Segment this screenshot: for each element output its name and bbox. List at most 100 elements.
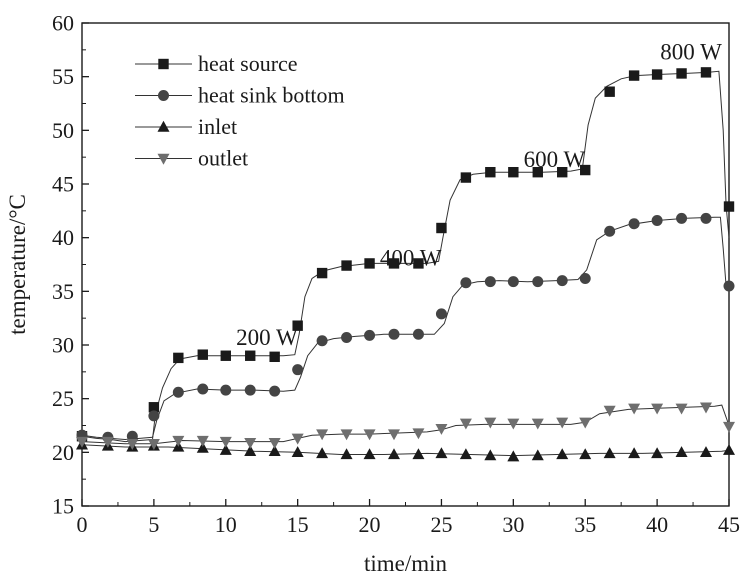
annotation-label: 600 W [524,147,586,172]
outlet-marker [459,418,472,430]
inlet-marker [340,448,353,460]
heat-source-marker [557,166,568,178]
outlet-marker [126,439,139,450]
heat-source-marker [485,166,496,178]
outlet-marker [435,424,448,435]
heat-source-marker [700,67,712,78]
x-tick-label: 5 [148,512,159,537]
outlet-marker [291,433,304,445]
x-tick-label: 20 [359,512,381,537]
heat-source-marker [364,258,375,269]
inlet-marker [699,446,712,458]
inlet-marker [291,446,304,458]
outlet-marker [147,439,160,450]
heat-source-marker [413,258,424,269]
heat-source-marker [292,320,303,331]
outlet-marker [628,403,641,415]
outlet-marker [556,417,569,429]
outlet-marker [579,417,592,429]
outlet-marker [651,403,664,415]
x-tick-label: 30 [502,512,524,537]
heat-sink-bottom-marker [460,277,472,289]
heat-sink-bottom-marker [676,212,688,224]
heat-sink-bottom-marker [723,280,735,292]
y-tick-label: 25 [52,386,74,411]
heat-source-marker [388,258,400,269]
inlet-marker [363,448,376,460]
heat-sink-bottom-marker [507,276,519,288]
legend-heat-source-marker [158,58,169,70]
outlet-marker [316,429,329,441]
heat-sink-bottom-marker [435,308,447,320]
y-tick-label: 45 [52,172,74,197]
series-heat-source [76,67,735,443]
heat-source-marker [508,166,519,178]
heat-sink-bottom-marker [364,329,376,341]
heat-sink-bottom-marker [700,212,712,224]
outlet-marker [723,421,735,433]
inlet-marker [628,447,641,459]
outlet-marker [699,402,712,414]
y-axis-ticks: 15 20 25 30 35 40 45 50 55 60 [52,11,89,519]
heat-sink-bottom-marker [579,272,591,284]
outlet-marker [268,437,281,449]
heat-source-marker [269,351,280,363]
heat-source-marker [197,349,208,360]
power-annotations: 200 W 400 W 600 W 800 W [236,39,722,350]
heat-sink-bottom-marker [532,276,544,288]
heat-source-marker [436,222,447,234]
legend-inlet-marker [157,120,170,132]
outlet-marker [196,435,209,447]
heat-source-marker [532,166,543,178]
heat-source-marker [676,68,687,79]
inlet-marker [675,446,688,458]
inlet-marker [412,448,425,460]
y-tick-label: 50 [52,118,74,143]
inlet-marker [219,443,232,455]
heat-sink-bottom-marker [197,383,209,395]
inlet-marker [316,447,329,459]
heat-source-marker [341,260,352,271]
y-tick-label: 35 [52,279,74,304]
heat-source-marker [220,350,231,361]
heat-source-marker [245,350,256,361]
outlet-marker [675,403,688,415]
inlet-marker [723,443,735,455]
series-layer [76,67,735,462]
inlet-marker [556,448,569,460]
outlet-marker [412,428,425,440]
outlet-marker [219,436,232,448]
y-tick-label: 15 [52,494,74,519]
heat-sink-bottom-marker [412,328,424,340]
legend-label-heat-source: heat source [198,51,298,76]
outlet-marker [507,418,520,430]
inlet-marker [459,448,472,460]
outlet-marker [101,436,114,448]
legend-label-outlet: outlet [198,146,248,171]
heat-sink-bottom-marker [556,275,568,287]
y-tick-label: 20 [52,440,74,465]
legend-outlet-marker [157,153,170,165]
annotation-label: 200 W [236,325,298,350]
inlet-marker [507,450,520,462]
inlet-marker [579,448,592,460]
outlet-marker [172,435,185,447]
plot-area [81,22,730,507]
x-tick-label: 40 [646,512,668,537]
heat-source-marker [148,402,160,413]
heat-source-marker [723,201,735,212]
legend-label-inlet: inlet [198,114,237,139]
y-tick-label: 60 [52,11,74,36]
heat-sink-bottom-marker [604,225,616,237]
heat-source-marker [173,352,184,364]
y-tick-label: 40 [52,225,74,250]
outlet-marker [244,437,257,449]
heat-source-marker [651,69,663,80]
inlet-marker [484,449,497,461]
outlet-marker [340,429,353,441]
legend-heat-sink-bottom-marker [158,90,169,101]
heat-sink-bottom-marker [292,364,304,376]
heat-source-marker [460,172,472,183]
inlet-marker [531,449,544,461]
x-tick-label: 45 [718,512,740,537]
